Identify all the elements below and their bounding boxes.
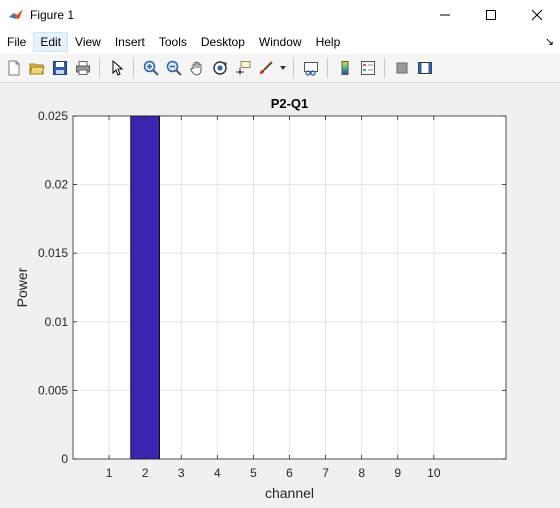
- link-plot-icon: [303, 60, 319, 76]
- menu-bar: File Edit View Insert Tools Desktop Wind…: [0, 30, 560, 54]
- new-figure-icon: [6, 60, 22, 76]
- toolbar-separator: [133, 58, 134, 78]
- matlab-logo-icon: [8, 7, 24, 23]
- rotate-3d-icon: [212, 60, 228, 76]
- y-tick-label: 0.015: [38, 246, 68, 260]
- bar-chart: 1 2 3 4 5 6 7 8 9 10 0 0.005 0.01 0.015 0.02 0.025 P2-…: [0, 83, 560, 503]
- pan-icon: [189, 60, 205, 76]
- figure-toolbar: [0, 54, 560, 83]
- x-tick-label: 9: [394, 466, 401, 480]
- x-axis-label: channel: [265, 485, 314, 501]
- colorbar-icon: [337, 60, 353, 76]
- brush-button[interactable]: [255, 57, 277, 79]
- save-icon: [52, 60, 68, 76]
- y-tick-label: 0.01: [45, 315, 69, 329]
- legend-button[interactable]: [357, 57, 379, 79]
- bar-channel-2[interactable]: [131, 116, 160, 459]
- minimize-button[interactable]: [422, 0, 468, 30]
- open-file-button[interactable]: [26, 57, 48, 79]
- rotate-3d-button[interactable]: [209, 57, 231, 79]
- data-cursor-button[interactable]: [232, 57, 254, 79]
- toolbar-separator: [99, 58, 100, 78]
- toolbar-separator: [293, 58, 294, 78]
- menu-view[interactable]: View: [68, 32, 108, 52]
- minimize-icon: [439, 9, 451, 21]
- x-tick-label: 1: [106, 466, 113, 480]
- print-icon: [75, 60, 91, 76]
- menu-desktop[interactable]: Desktop: [194, 32, 252, 52]
- toolbar-separator: [327, 58, 328, 78]
- window-controls: [422, 0, 560, 30]
- brush-dropdown-button[interactable]: [278, 57, 288, 79]
- bar-series: [131, 116, 160, 459]
- open-file-icon: [29, 60, 45, 76]
- chart-title: P2-Q1: [271, 96, 309, 111]
- legend-icon: [360, 60, 376, 76]
- hide-plot-tools-button[interactable]: [391, 57, 413, 79]
- show-plot-tools-button[interactable]: [414, 57, 436, 79]
- zoom-in-icon: [143, 60, 159, 76]
- zoom-out-button[interactable]: [163, 57, 185, 79]
- toolbar-separator: [384, 58, 385, 78]
- new-figure-button[interactable]: [3, 57, 25, 79]
- y-axis-label: Power: [14, 267, 30, 307]
- x-tick-label: 4: [214, 466, 221, 480]
- figure-canvas: 1 2 3 4 5 6 7 8 9 10 0 0.005 0.01 0.015 0.02 0.025 P2-…: [0, 83, 560, 503]
- title-bar: Figure 1: [0, 0, 560, 30]
- save-button[interactable]: [49, 57, 71, 79]
- hide-plot-tools-icon: [394, 60, 410, 76]
- x-tick-label: 8: [358, 466, 365, 480]
- show-plot-tools-icon: [417, 60, 433, 76]
- brush-icon: [258, 60, 274, 76]
- menu-help[interactable]: Help: [309, 32, 348, 52]
- x-tick-label: 5: [250, 466, 257, 480]
- chevron-down-icon: [279, 64, 287, 72]
- dock-arrow-icon[interactable]: ↘: [545, 35, 554, 48]
- colorbar-button[interactable]: [334, 57, 356, 79]
- pointer-icon: [109, 60, 125, 76]
- maximize-button[interactable]: [468, 0, 514, 30]
- close-button[interactable]: [514, 0, 560, 30]
- link-plot-button[interactable]: [300, 57, 322, 79]
- pointer-button[interactable]: [106, 57, 128, 79]
- window-title: Figure 1: [30, 8, 74, 22]
- x-tick-label: 10: [427, 466, 441, 480]
- maximize-icon: [485, 9, 497, 21]
- zoom-in-button[interactable]: [140, 57, 162, 79]
- zoom-out-icon: [166, 60, 182, 76]
- pan-button[interactable]: [186, 57, 208, 79]
- menu-insert[interactable]: Insert: [108, 32, 152, 52]
- menu-window[interactable]: Window: [252, 32, 309, 52]
- data-cursor-icon: [235, 60, 251, 76]
- y-tick-label: 0.02: [45, 178, 69, 192]
- print-button[interactable]: [72, 57, 94, 79]
- menu-tools[interactable]: Tools: [152, 32, 194, 52]
- y-tick-label: 0.025: [38, 109, 68, 123]
- x-tick-label: 7: [322, 466, 329, 480]
- close-icon: [531, 9, 543, 21]
- menu-edit[interactable]: Edit: [33, 32, 68, 52]
- x-tick-label: 2: [142, 466, 149, 480]
- y-tick-label: 0: [61, 452, 68, 466]
- x-tick-label: 3: [178, 466, 185, 480]
- menu-file[interactable]: File: [0, 32, 33, 52]
- y-tick-label: 0.005: [38, 383, 68, 397]
- x-tick-label: 6: [286, 466, 293, 480]
